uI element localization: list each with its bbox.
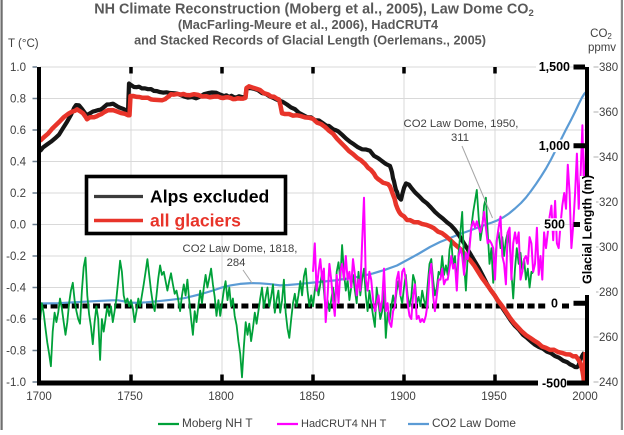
svg-text:1850: 1850: [299, 391, 325, 403]
svg-text:HadCRUT4 NH T: HadCRUT4 NH T: [301, 418, 387, 430]
svg-text:500: 500: [544, 218, 565, 232]
svg-text:0.6: 0.6: [10, 125, 26, 137]
svg-text:280: 280: [599, 287, 618, 299]
svg-text:360: 360: [599, 107, 618, 119]
svg-text:1,000: 1,000: [539, 139, 570, 153]
svg-text:1900: 1900: [390, 391, 416, 403]
svg-text:-1.0: -1.0: [6, 377, 26, 389]
svg-text:CO2 Law Dome, 1950,: CO2 Law Dome, 1950,: [404, 118, 519, 130]
svg-text:240: 240: [599, 377, 618, 389]
svg-text:2000: 2000: [572, 391, 598, 403]
svg-text:380: 380: [599, 62, 618, 74]
svg-text:-500: -500: [542, 377, 567, 391]
svg-text:284: 284: [227, 257, 246, 269]
svg-text:340: 340: [599, 152, 618, 164]
svg-text:T (°C): T (°C): [8, 38, 39, 50]
svg-text:311: 311: [451, 132, 469, 144]
svg-text:1800: 1800: [208, 391, 234, 403]
svg-text:Alps excluded: Alps excluded: [150, 187, 269, 207]
svg-text:0.0: 0.0: [10, 220, 26, 232]
svg-text:-0.4: -0.4: [6, 283, 26, 295]
svg-text:1,500: 1,500: [539, 60, 570, 74]
svg-text:1750: 1750: [117, 391, 143, 403]
svg-text:all glaciers: all glaciers: [150, 211, 241, 231]
svg-text:0.4: 0.4: [10, 157, 27, 169]
svg-text:NH Climate Reconstruction (Mob: NH Climate Reconstruction (Moberg et al.…: [94, 2, 534, 20]
svg-text:and Stacked Records of Glacial: and Stacked Records of Glacial Length (O…: [134, 33, 486, 47]
svg-text:Moberg NH T: Moberg NH T: [182, 416, 253, 430]
svg-text:ppmv: ppmv: [588, 42, 616, 54]
svg-text:0.8: 0.8: [10, 94, 26, 106]
svg-text:CO2 Law Dome, 1818,: CO2 Law Dome, 1818,: [183, 243, 298, 255]
svg-text:260: 260: [599, 332, 618, 344]
svg-text:1950: 1950: [481, 391, 507, 403]
svg-text:-0.8: -0.8: [6, 346, 26, 358]
svg-text:0.2: 0.2: [10, 188, 26, 200]
svg-text:CO2: CO2: [590, 28, 612, 41]
svg-text:320: 320: [599, 197, 618, 209]
svg-text:300: 300: [599, 242, 618, 254]
svg-text:-0.2: -0.2: [6, 251, 26, 263]
svg-text:CO2 Law Dome: CO2 Law Dome: [432, 416, 516, 430]
svg-text:Glacial Length (m): Glacial Length (m): [581, 175, 595, 284]
svg-text:0: 0: [551, 296, 558, 310]
svg-text:-0.6: -0.6: [6, 314, 26, 326]
svg-text:(MacFarling-Meure et al., 2006: (MacFarling-Meure et al., 2006), HadCRUT…: [178, 17, 439, 32]
svg-text:1.0: 1.0: [10, 62, 26, 74]
svg-text:1700: 1700: [26, 391, 52, 403]
